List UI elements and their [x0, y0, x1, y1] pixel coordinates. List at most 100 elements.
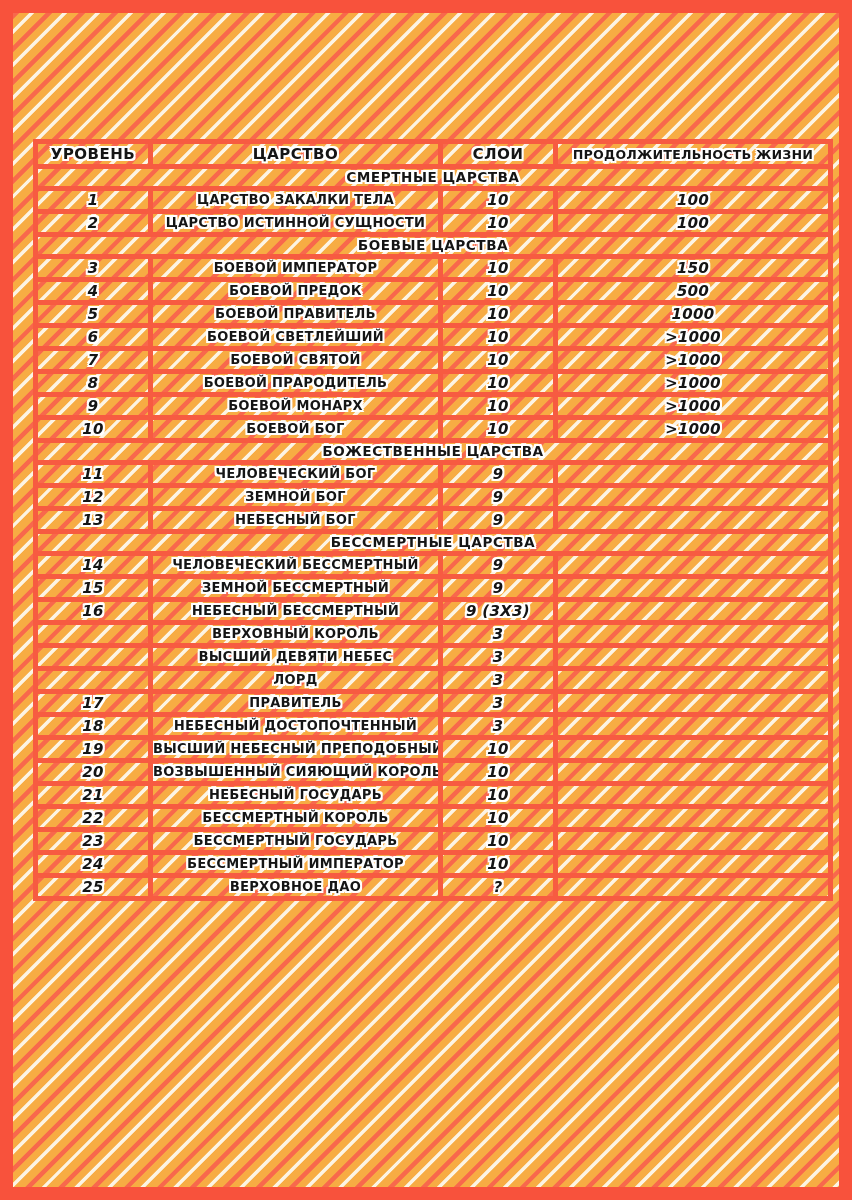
realm-cell: ВОЗВЫШЕННЫЙ СИЯЮЩИЙ КОРОЛЬ	[148, 758, 443, 786]
level-cell: 3	[33, 254, 153, 282]
lifespan-cell	[553, 735, 833, 763]
section-label: БЕССМЕРТНЫЕ ЦАРСТВА	[33, 529, 833, 556]
layers-cell: 9	[438, 483, 558, 511]
level-cell: 15	[33, 574, 153, 602]
level-cell: 7	[33, 346, 153, 374]
striped-background: УРОВЕНЬ ЦАРСТВО СЛОИ ПРОДОЛЖИТЕЛЬНОСТЬ Ж…	[13, 13, 839, 1187]
level-cell: 16	[33, 597, 153, 625]
table-row: 11 ЧЕЛОВЕЧЕСКИЙ БОГ 9	[33, 460, 833, 488]
lifespan-cell	[553, 712, 833, 740]
layers-cell: 3	[438, 712, 558, 740]
level-cell: 6	[33, 323, 153, 351]
level-cell: 13	[33, 506, 153, 534]
realm-cell: ЧЕЛОВЕЧЕСКИЙ БЕССМЕРТНЫЙ	[148, 551, 443, 579]
table-header-row: УРОВЕНЬ ЦАРСТВО СЛОИ ПРОДОЛЖИТЕЛЬНОСТЬ Ж…	[33, 139, 833, 169]
table-row: 9 БОЕВОЙ МОНАРХ 10 >1000	[33, 392, 833, 420]
realm-cell: ВЕРХОВНОЕ ДАО	[148, 873, 443, 901]
level-cell: 23	[33, 827, 153, 855]
layers-cell: 3	[438, 666, 558, 694]
layers-cell: 10	[438, 758, 558, 786]
lifespan-cell: >1000	[553, 323, 833, 351]
lifespan-cell	[553, 483, 833, 511]
layers-cell: 9 (3X3)	[438, 597, 558, 625]
section-row: БОЕВЫЕ ЦАРСТВА	[33, 232, 833, 259]
table-row: 24 БЕССМЕРТНЫЙ ИМПЕРАТОР 10	[33, 850, 833, 878]
section-row: БЕССМЕРТНЫЕ ЦАРСТВА	[33, 529, 833, 556]
table-body: СМЕРТНЫЕ ЦАРСТВА 1 ЦАРСТВО ЗАКАЛКИ ТЕЛА 10 1…	[33, 164, 833, 901]
layers-cell: 10	[438, 277, 558, 305]
lifespan-cell	[553, 758, 833, 786]
lifespan-cell	[553, 827, 833, 855]
level-cell: 12	[33, 483, 153, 511]
table-row: ВЫСШИЙ ДЕВЯТИ НЕБЕС 3	[33, 643, 833, 671]
lifespan-cell: >1000	[553, 369, 833, 397]
realm-cell: БОЕВОЙ СВЯТОЙ	[148, 346, 443, 374]
level-cell: 5	[33, 300, 153, 328]
lifespan-cell	[553, 781, 833, 809]
level-cell: 17	[33, 689, 153, 717]
realm-cell: БЕССМЕРТНЫЙ ГОСУДАРЬ	[148, 827, 443, 855]
lifespan-cell: 1000	[553, 300, 833, 328]
realm-cell: ЦАРСТВО ЗАКАЛКИ ТЕЛА	[148, 186, 443, 214]
table-row: 7 БОЕВОЙ СВЯТОЙ 10 >1000	[33, 346, 833, 374]
column-header-lifespan: ПРОДОЛЖИТЕЛЬНОСТЬ ЖИЗНИ	[553, 139, 833, 169]
level-cell	[33, 643, 153, 671]
lifespan-cell	[553, 574, 833, 602]
table-row: 19 ВЫСШИЙ НЕБЕСНЫЙ ПРЕПОДОБНЫЙ 10	[33, 735, 833, 763]
cultivation-realms-table: УРОВЕНЬ ЦАРСТВО СЛОИ ПРОДОЛЖИТЕЛЬНОСТЬ Ж…	[33, 139, 833, 901]
level-cell: 25	[33, 873, 153, 901]
realm-cell: НЕБЕСНЫЙ БОГ	[148, 506, 443, 534]
lifespan-cell	[553, 850, 833, 878]
level-cell: 4	[33, 277, 153, 305]
level-cell: 22	[33, 804, 153, 832]
layers-cell: 10	[438, 323, 558, 351]
level-cell: 24	[33, 850, 153, 878]
layers-cell: 3	[438, 620, 558, 648]
layers-cell: ?	[438, 873, 558, 901]
realm-cell: НЕБЕСНЫЙ ДОСТОПОЧТЕННЫЙ	[148, 712, 443, 740]
table-row: 15 ЗЕМНОЙ БЕССМЕРТНЫЙ 9	[33, 574, 833, 602]
table-row: 18 НЕБЕСНЫЙ ДОСТОПОЧТЕННЫЙ 3	[33, 712, 833, 740]
layers-cell: 10	[438, 804, 558, 832]
level-cell	[33, 620, 153, 648]
lifespan-cell	[553, 460, 833, 488]
layers-cell: 10	[438, 254, 558, 282]
level-cell: 18	[33, 712, 153, 740]
layers-cell: 10	[438, 369, 558, 397]
realm-cell: ЗЕМНОЙ БЕССМЕРТНЫЙ	[148, 574, 443, 602]
table-row: 13 НЕБЕСНЫЙ БОГ 9	[33, 506, 833, 534]
realm-cell: БОЕВОЙ СВЕТЛЕЙШИЙ	[148, 323, 443, 351]
layers-cell: 10	[438, 781, 558, 809]
layers-cell: 10	[438, 209, 558, 237]
lifespan-cell: >1000	[553, 346, 833, 374]
table-row: 3 БОЕВОЙ ИМПЕРАТОР 10 150	[33, 254, 833, 282]
realm-cell: ЗЕМНОЙ БОГ	[148, 483, 443, 511]
realm-cell: НЕБЕСНЫЙ ГОСУДАРЬ	[148, 781, 443, 809]
table-row: 20 ВОЗВЫШЕННЫЙ СИЯЮЩИЙ КОРОЛЬ 10	[33, 758, 833, 786]
layers-cell: 10	[438, 186, 558, 214]
realm-cell: ЦАРСТВО ИСТИННОЙ СУЩНОСТИ	[148, 209, 443, 237]
table-row: 17 ПРАВИТЕЛЬ 3	[33, 689, 833, 717]
section-row: БОЖЕСТВЕННЫЕ ЦАРСТВА	[33, 438, 833, 465]
table-row: 12 ЗЕМНОЙ БОГ 9	[33, 483, 833, 511]
level-cell: 14	[33, 551, 153, 579]
table-row: 14 ЧЕЛОВЕЧЕСКИЙ БЕССМЕРТНЫЙ 9	[33, 551, 833, 579]
lifespan-cell	[553, 666, 833, 694]
lifespan-cell	[553, 551, 833, 579]
table-row: 25 ВЕРХОВНОЕ ДАО?	[33, 873, 833, 901]
column-header-level: УРОВЕНЬ	[33, 139, 153, 169]
realm-cell: БОЕВОЙ ПРЕДОК	[148, 277, 443, 305]
lifespan-cell	[553, 873, 833, 901]
table-row: 2 ЦАРСТВО ИСТИННОЙ СУЩНОСТИ 10 100	[33, 209, 833, 237]
realm-cell: ВЫСШИЙ НЕБЕСНЫЙ ПРЕПОДОБНЫЙ	[148, 735, 443, 763]
table-row: 1 ЦАРСТВО ЗАКАЛКИ ТЕЛА 10 100	[33, 186, 833, 214]
layers-cell: 9	[438, 551, 558, 579]
layers-cell: 9	[438, 506, 558, 534]
layers-cell: 10	[438, 850, 558, 878]
layers-cell: 10	[438, 346, 558, 374]
table-row: 16 НЕБЕСНЫЙ БЕССМЕРТНЫЙ 9 (3X3)	[33, 597, 833, 625]
level-cell	[33, 666, 153, 694]
realm-cell: БОЕВОЙ ИМПЕРАТОР	[148, 254, 443, 282]
lifespan-cell: 100	[553, 209, 833, 237]
layers-cell: 10	[438, 392, 558, 420]
